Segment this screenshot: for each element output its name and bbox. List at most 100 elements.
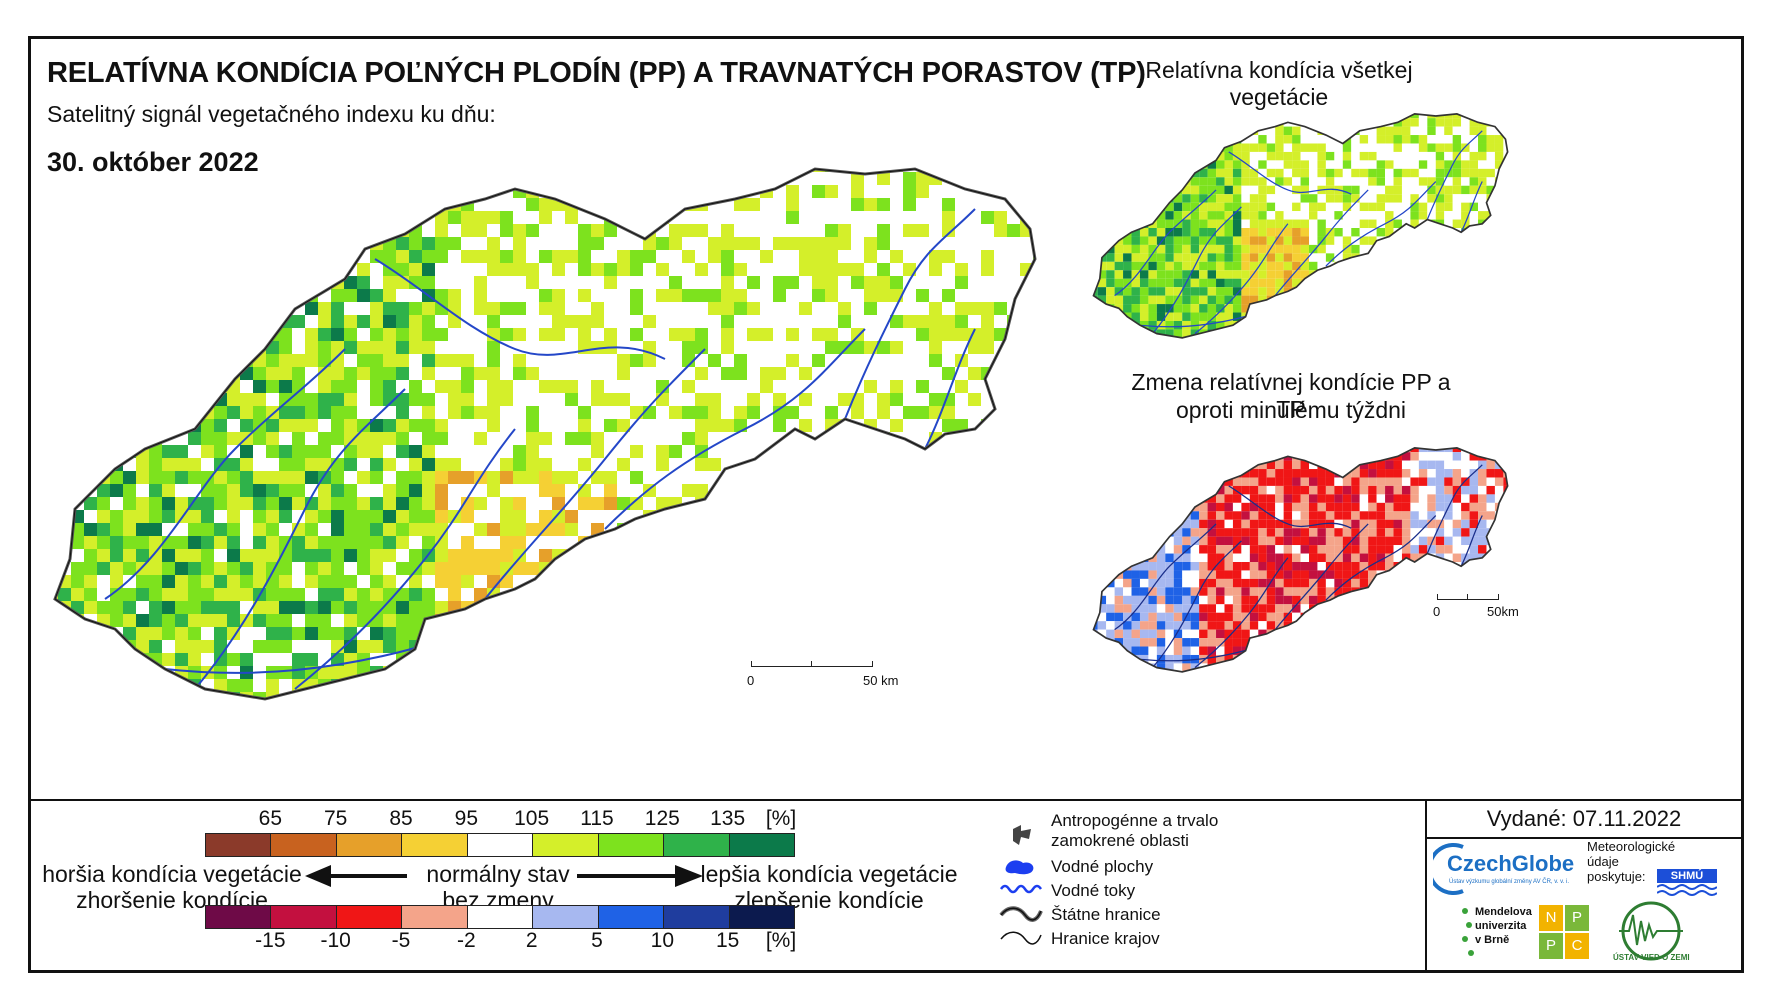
condition-tick-label: 75 (323, 807, 348, 830)
river-line (1274, 189, 1369, 297)
change-swatch (402, 906, 468, 928)
czechglobe-logo: CzechGlobe Ústav výzkumu globální změny … (1433, 841, 1585, 897)
shmu-logo: SHMÚ (1657, 869, 1717, 897)
map-title: RELATÍVNA KONDÍCIA POĽNÝCH PLODÍN (PP) A… (47, 57, 1146, 89)
state-border-icon (999, 906, 1043, 922)
shmu-text: SHMÚ (1657, 869, 1717, 883)
mendel-dots-icon (1462, 908, 1474, 956)
condition-swatch (467, 834, 534, 856)
river-line (1460, 181, 1483, 233)
change-swatch (336, 906, 403, 928)
river-line (844, 208, 976, 420)
mendel-text-3: v Brně (1475, 934, 1510, 946)
scale-inset-zero: 0 (1433, 604, 1441, 619)
river-line (484, 348, 706, 600)
river-line (924, 328, 976, 450)
nppc-letter-4: C (1565, 933, 1589, 959)
river-line (1426, 130, 1483, 220)
uvz-text: ÚSTAV VIED O ZEMI (1613, 953, 1690, 962)
condition-tick-label: 85 (389, 807, 413, 830)
river-line (1114, 523, 1217, 631)
inset-bottom-title-2: oproti minulému týždni (1175, 397, 1407, 423)
key-rivers: Vodné toky (1051, 881, 1136, 900)
change-swatch (598, 906, 665, 928)
river-line (1325, 181, 1437, 267)
change-tick-label: [%] (765, 929, 797, 952)
inset-bottom-title-1: Zmena relatívnej kondície PP a TP (1131, 369, 1451, 422)
condition-tick-label: [%] (765, 807, 797, 830)
anthropogenic-area-icon (1013, 825, 1031, 845)
scale-bar-inset: 0 50km (1433, 594, 1543, 624)
key-state-border: Štátne hranice (1051, 905, 1161, 924)
water-body-icon (1005, 860, 1034, 875)
river-line (1460, 515, 1483, 567)
river-line (604, 328, 866, 530)
worse-label-1: horšia kondícia vegetácie (42, 861, 302, 887)
scale-inset-end: 50km (1487, 604, 1519, 619)
condition-swatch (664, 834, 730, 856)
river-line (104, 348, 346, 600)
river-icon (999, 884, 1043, 894)
change-tick-label: -10 (320, 929, 351, 952)
river-line (374, 258, 666, 360)
river-line (1194, 557, 1289, 669)
river-line (1114, 189, 1217, 297)
key-anthropogenic-2: zamokrené oblasti (1051, 831, 1189, 850)
condition-swatch (533, 834, 599, 856)
river-line (1194, 223, 1289, 335)
condition-tick-label: 65 (258, 807, 283, 830)
better-label-1: lepšia kondícia vegetácie (700, 861, 958, 887)
condition-tick-label: 135 (710, 807, 746, 830)
key-water-bodies: Vodné plochy (1051, 857, 1154, 876)
change-swatch (664, 906, 730, 928)
map-date: 30. október 2022 (47, 147, 259, 177)
condition-swatch (729, 834, 794, 856)
legend-separator (1425, 801, 1427, 972)
main-vegetation-map (53, 167, 1037, 701)
change-swatch (467, 906, 534, 928)
condition-tick-label: 125 (644, 807, 680, 830)
uvz-logo: ÚSTAV VIED O ZEMI (1599, 901, 1703, 965)
shmu-wave-icon (1657, 884, 1717, 896)
river-line (1228, 485, 1352, 529)
river-line (1152, 206, 1242, 335)
inset-top-title: Relatívna kondícia všetkej vegetácie (1145, 57, 1413, 110)
change-tick-label: -5 (391, 929, 411, 952)
worse-label: horšia kondícia vegetácie zhoršenie kond… (37, 861, 307, 913)
change-swatch (729, 906, 794, 928)
normal-label-1: normálny stav (426, 861, 570, 887)
legend-panel: 65 75 85 95 105 115 125 135 [%] horšia kondícia … (31, 799, 1741, 972)
scale-main-end: 50 km (863, 673, 899, 688)
change-color-bar (205, 905, 795, 929)
right-arrow-icon (577, 865, 703, 887)
condition-swatch (598, 834, 665, 856)
change-tick-label: -2 (456, 929, 476, 952)
condition-tick-label: 105 (514, 807, 550, 830)
mendel-logo: Mendelova univerzita v Brně (1457, 905, 1537, 965)
better-label: lepšia kondícia vegetácie zlepšenie kond… (695, 861, 963, 913)
nppc-letter-2: P (1565, 905, 1589, 931)
condition-color-bar (205, 833, 795, 857)
map-panel: RELATÍVNA KONDÍCIA POĽNÝCH PLODÍN (PP) A… (31, 39, 1741, 799)
czechglobe-name: CzechGlobe (1447, 851, 1575, 876)
map-frame: RELATÍVNA KONDÍCIA POĽNÝCH PLODÍN (PP) A… (28, 36, 1744, 973)
scale-bar-main: 0 50 km (747, 661, 907, 691)
condition-swatch (206, 834, 272, 856)
change-tick-label: -15 (255, 929, 286, 952)
river-line (194, 388, 406, 690)
river-line (1228, 151, 1352, 195)
inset-all-vegetation-map (1092, 113, 1509, 339)
key-anthropogenic: Antropogénne a trvalo zamokrené oblasti (1051, 811, 1218, 851)
condition-swatch (402, 834, 468, 856)
river-line (1274, 523, 1369, 631)
meteo-text-1: Meteorologické (1587, 839, 1676, 854)
meteo-credit: Meteorologické údaje poskytuje: (1587, 839, 1675, 884)
river-line (1152, 540, 1242, 669)
condition-tick-label: 95 (454, 807, 479, 830)
river-line (1426, 464, 1483, 554)
inset-change-map (1092, 447, 1509, 673)
change-tick-label: 10 (650, 929, 675, 952)
change-swatch (206, 906, 272, 928)
condition-swatch (336, 834, 403, 856)
map-subtitle: Satelitný signál vegetačného indexu ku d… (47, 101, 496, 127)
